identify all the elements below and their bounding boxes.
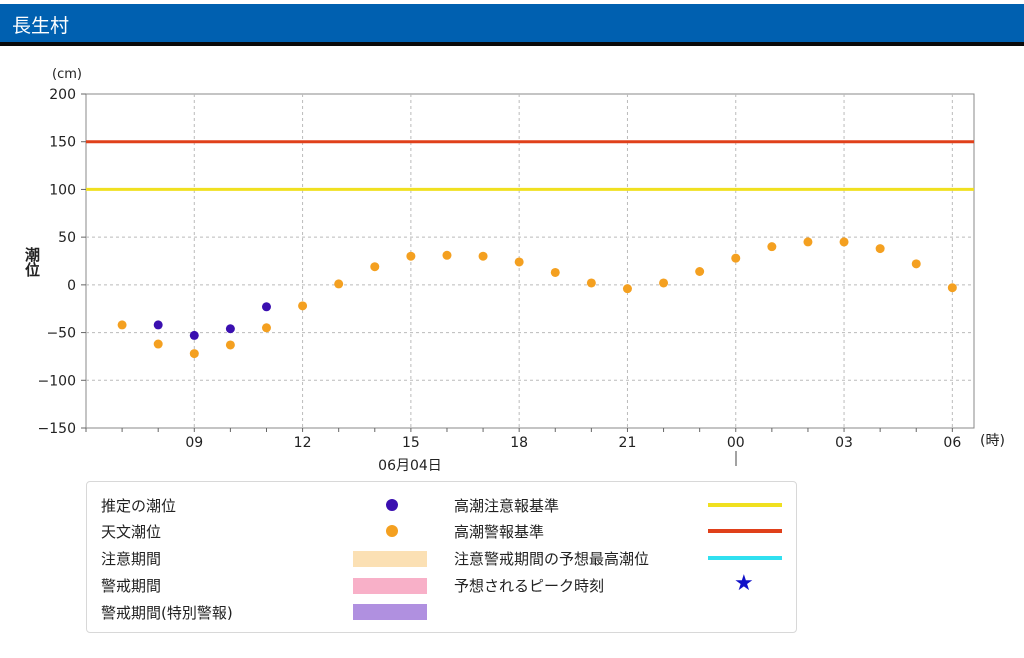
astronomical-tide-point xyxy=(370,262,380,272)
x-unit-label: (時) xyxy=(980,433,1005,449)
astronomical-tide-point xyxy=(659,278,669,288)
astronomical-tide-point xyxy=(298,301,308,311)
astronomical-tide-point xyxy=(117,320,127,330)
title-bar: 長生村 xyxy=(0,4,1024,46)
astronomical-tide-point xyxy=(406,251,416,261)
y-tick-label: 200 xyxy=(49,87,76,103)
estimated-tide-point xyxy=(261,302,271,312)
legend-label-estimated: 推定の潮位 xyxy=(101,497,177,515)
x-axis: 09 12 15 18 21 00 03 06 xyxy=(85,428,961,451)
legend-label-warning-period: 警戒期間 xyxy=(101,577,162,595)
astronomical-tide-point xyxy=(767,242,777,252)
threshold-lines xyxy=(86,140,974,191)
astronomical-tide-point xyxy=(261,323,271,333)
y-tick-label: −50 xyxy=(46,326,76,342)
astronomical-tide-point xyxy=(189,349,199,359)
astronomical-tide-point xyxy=(695,266,705,276)
predicted-max-line xyxy=(708,556,782,560)
date-label: 06月04日 xyxy=(378,458,442,474)
astronomical-tide-point xyxy=(334,279,344,289)
x-tick-label: 00 xyxy=(727,435,745,451)
astronomical-tide-point xyxy=(839,237,849,247)
x-tick-label: 03 xyxy=(835,435,853,451)
astronomical-tide-point xyxy=(622,284,632,294)
estimated-tide-point xyxy=(225,324,235,334)
astronomical-tide-point xyxy=(586,278,596,288)
legend-label-warning-standard: 高潮警報基準 xyxy=(454,523,545,541)
astronomical-tide-point xyxy=(514,257,524,267)
y-tick-label: 150 xyxy=(49,135,76,151)
astronomical-tide-point xyxy=(550,267,560,277)
y-tick-label: −150 xyxy=(38,421,76,437)
astronomical-tide-point xyxy=(442,250,452,260)
x-tick-label: 15 xyxy=(402,435,420,451)
astronomical-tide-point xyxy=(875,244,885,254)
astronomical-dot-icon xyxy=(386,525,398,537)
legend-label-astronomical: 天文潮位 xyxy=(101,523,162,541)
estimated-tide-point xyxy=(153,320,163,330)
x-tick-label: 21 xyxy=(619,435,637,451)
page-title: 長生村 xyxy=(12,15,70,37)
estimated-tide-point xyxy=(189,330,199,340)
data-points xyxy=(117,237,957,359)
astronomical-tide-point xyxy=(947,283,957,293)
astronomical-tide-point xyxy=(478,251,488,261)
plot-area xyxy=(85,93,975,429)
astronomical-tide-point xyxy=(225,340,235,350)
legend-label-peak-time: 予想されるピーク時刻 xyxy=(454,577,605,595)
y-axis-label: 潮位 xyxy=(23,246,41,277)
astronomical-tide-point xyxy=(731,253,741,263)
y-tick-label: 100 xyxy=(49,182,76,198)
estimated-dot-icon xyxy=(386,499,398,511)
y-unit-label: (cm) xyxy=(52,67,82,82)
astronomical-tide-point xyxy=(803,237,813,247)
astronomical-tide-point xyxy=(153,339,163,349)
y-tick-label: 0 xyxy=(67,278,76,294)
x-tick-label: 09 xyxy=(185,435,203,451)
special-warning-period-swatch xyxy=(353,604,427,620)
legend-label-advisory-standard: 高潮注意報基準 xyxy=(454,497,560,515)
astronomical-tide-point xyxy=(911,259,921,269)
x-tick-label: 06 xyxy=(943,435,961,451)
y-tick-label: 50 xyxy=(58,230,76,246)
legend-label-caution-period: 注意期間 xyxy=(101,550,162,568)
warning-standard-line xyxy=(708,529,782,533)
x-tick-label: 12 xyxy=(294,435,312,451)
legend-label-special-warning-period: 警戒期間(特別警報) xyxy=(101,604,233,622)
warning-period-swatch xyxy=(353,578,427,594)
x-tick-label: 18 xyxy=(510,435,528,451)
legend: 推定の潮位 天文潮位 注意期間 警戒期間 警戒期間(特別警報) 高潮注意報基準 … xyxy=(86,481,797,633)
legend-label-predicted-max: 注意警戒期間の予想最高潮位 xyxy=(454,550,650,568)
caution-period-swatch xyxy=(353,551,427,567)
y-axis: 200 150 100 50 0 −50 −100 −150 xyxy=(38,87,86,437)
star-icon: ★ xyxy=(734,571,754,596)
advisory-standard-line xyxy=(708,503,782,507)
y-tick-label: −100 xyxy=(38,373,76,389)
tide-chart: 200 150 100 50 0 −50 −100 −150 09 12 15 18 21 00 03 06… xyxy=(23,67,1005,474)
